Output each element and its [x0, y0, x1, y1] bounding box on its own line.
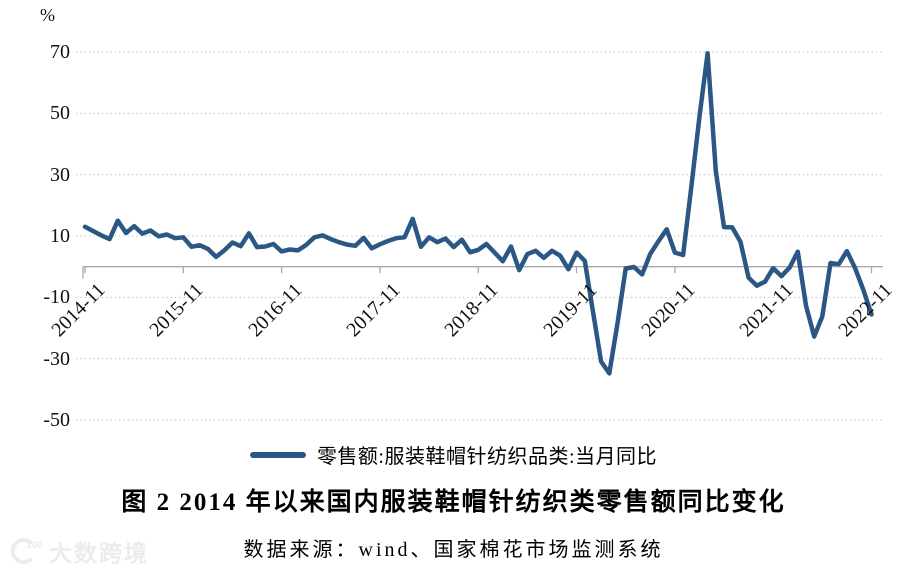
y-axis-tick-label: 30	[50, 163, 70, 186]
y-axis-tick-label: -50	[43, 409, 70, 432]
y-axis-tick-label: 50	[50, 102, 70, 125]
figure-title: 图 2 2014 年以来国内服装鞋帽针纺织类零售额同比变化	[121, 489, 786, 516]
y-axis-tick-label: -10	[43, 286, 70, 309]
data-source: 数据来源：wind、国家棉花市场监测系统	[243, 539, 664, 561]
legend-line-swatch	[249, 452, 306, 458]
y-axis-tick-label: -30	[43, 347, 70, 370]
svg-text:100: 100	[26, 540, 43, 551]
series-line	[82, 51, 874, 376]
watermark-text: 大数跨境	[49, 540, 149, 566]
legend: 零售额:服装鞋帽针纺织品类:当月同比	[0, 440, 907, 469]
y-axis-unit-label: %	[40, 5, 55, 25]
y-axis-tick-label: 70	[50, 41, 70, 64]
y-axis-tick-label: 10	[50, 225, 70, 248]
watermark: 100 大数跨境	[6, 534, 149, 568]
legend-label: 零售额:服装鞋帽针纺织品类:当月同比	[316, 446, 658, 468]
k100-logo-icon: 100	[10, 538, 43, 564]
